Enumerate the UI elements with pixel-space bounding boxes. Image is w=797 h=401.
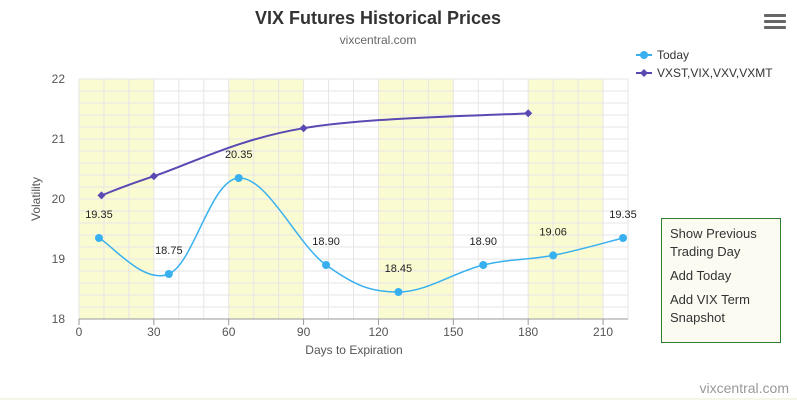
data-point-today [549, 251, 558, 260]
series-line-term [101, 112, 529, 197]
y-tick-label: 21 [52, 132, 66, 146]
series-line-today [98, 177, 624, 293]
hamburger-menu-icon[interactable] [764, 14, 786, 34]
data-label: 18.90 [312, 236, 340, 248]
data-label: 20.35 [225, 149, 253, 161]
menu-item-add-today[interactable]: Add Today [670, 268, 732, 283]
legend-item-today[interactable]: Today [636, 48, 689, 62]
data-point-term [149, 172, 158, 181]
footer-divider [0, 398, 797, 400]
y-tick-label: 20 [52, 192, 66, 206]
data-point-term [524, 109, 533, 118]
chart-series [94, 109, 628, 296]
x-tick-label: 210 [593, 325, 613, 339]
data-label: 19.35 [609, 209, 637, 221]
menu-item-add-vix-term-snapshot[interactable]: Add VIX Term Snapshot [670, 292, 750, 325]
data-point-today [94, 234, 103, 242]
menu-item-show-previous-day[interactable]: Show Previous Trading Day [670, 226, 757, 259]
legend-marker-today [640, 51, 648, 59]
x-tick-label: 60 [222, 325, 236, 339]
data-point-today [619, 234, 628, 242]
data-point-today [234, 174, 243, 182]
data-label: 18.45 [385, 263, 413, 275]
data-label: 18.75 [155, 245, 183, 257]
data-point-today [164, 270, 173, 278]
data-label: 18.90 [469, 236, 497, 248]
x-tick-label: 150 [443, 325, 463, 339]
x-tick-label: 180 [518, 325, 538, 339]
legend-marker-term [640, 69, 648, 77]
legend-label-term[interactable]: VXST,VIX,VXV,VXMT [657, 66, 773, 80]
chart-title: VIX Futures Historical Prices [255, 8, 501, 28]
x-tick-label: 90 [297, 325, 311, 339]
legend-label-today[interactable]: Today [657, 48, 689, 62]
x-axis-label: Days to Expiration [305, 343, 402, 357]
legend[interactable]: Today VXST,VIX,VXV,VXMT [636, 48, 773, 80]
chart-subtitle: vixcentral.com [340, 33, 417, 47]
x-tick-label: 120 [368, 325, 388, 339]
legend-item-term[interactable]: VXST,VIX,VXV,VXMT [636, 66, 773, 80]
data-point-term [299, 124, 308, 133]
context-menu: Show Previous Trading Day Add Today Add … [661, 218, 781, 343]
x-tick-label: 30 [147, 325, 161, 339]
chart-axes: 0 30 60 90 120 150 180 210 18 19 20 21 22 [52, 72, 628, 339]
data-label: 19.35 [85, 209, 113, 221]
x-tick-label: 0 [76, 325, 83, 339]
data-point-today [394, 288, 403, 296]
data-point-today [322, 261, 331, 269]
data-point-today [479, 261, 488, 269]
y-tick-label: 22 [52, 72, 66, 86]
data-point-term [97, 191, 106, 200]
credit-text[interactable]: vixcentral.com [700, 380, 789, 396]
data-labels: 19.35 18.75 20.35 18.90 18.45 18.90 19.06 19.35 [85, 149, 637, 275]
y-axis-label: Volatility [29, 177, 43, 221]
y-tick-label: 18 [52, 312, 66, 326]
data-label: 19.06 [539, 226, 567, 238]
y-tick-label: 19 [52, 252, 66, 266]
